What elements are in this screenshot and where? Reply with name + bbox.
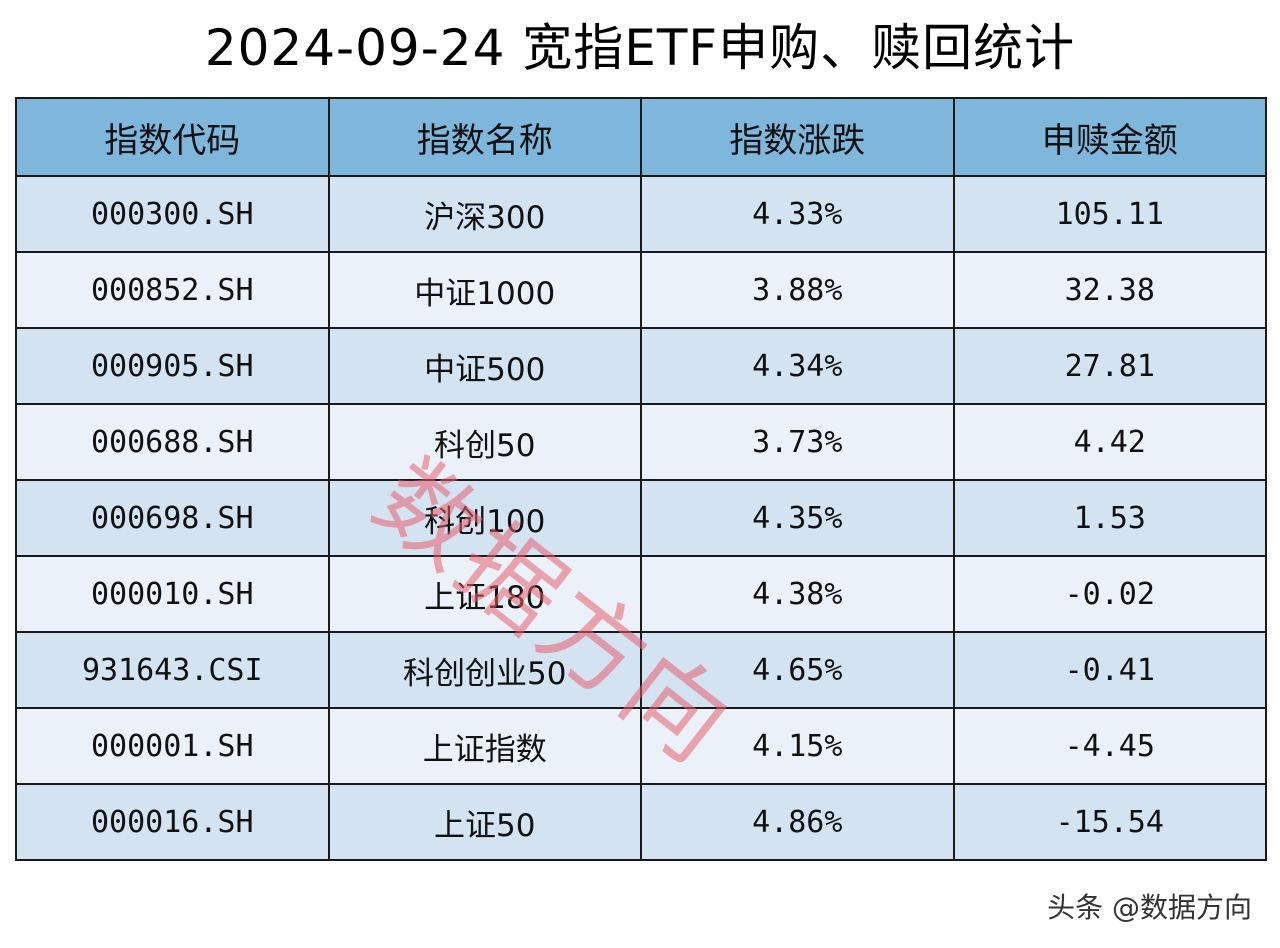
flow-amount-cell: 27.81 xyxy=(952,327,1267,405)
index-name-cell: 科创100 xyxy=(327,479,642,557)
table-row: 000852.SH 中证1000 3.88% 32.38 xyxy=(15,251,1267,329)
index-code-cell: 000001.SH xyxy=(15,707,330,785)
column-header-index-name: 指数名称 xyxy=(327,97,642,177)
table-header-row: 指数代码 指数名称 指数涨跌 申赎金额 xyxy=(15,97,1267,177)
index-name-cell: 中证500 xyxy=(327,327,642,405)
flow-amount-cell: -15.54 xyxy=(952,783,1267,861)
page-title: 2024-09-24 宽指ETF申购、赎回统计 xyxy=(204,19,1076,77)
table-row: 000905.SH 中证500 4.34% 27.81 xyxy=(15,327,1267,405)
table-row: 000698.SH 科创100 4.35% 1.53 xyxy=(15,479,1267,557)
index-name-cell: 科创创业50 xyxy=(327,631,642,709)
index-name-cell: 上证指数 xyxy=(327,707,642,785)
flow-amount-cell: -0.41 xyxy=(952,631,1267,709)
index-change-cell: 4.86% xyxy=(640,783,955,861)
flow-amount-cell: 1.53 xyxy=(952,479,1267,557)
column-header-index-code: 指数代码 xyxy=(15,97,330,177)
index-change-cell: 4.38% xyxy=(640,555,955,633)
index-change-cell: 4.35% xyxy=(640,479,955,557)
index-change-cell: 3.73% xyxy=(640,403,955,481)
source-credit: 头条 @数据方向 xyxy=(1047,891,1252,924)
flow-amount-cell: 32.38 xyxy=(952,251,1267,329)
index-name-cell: 沪深300 xyxy=(327,175,642,253)
index-code-cell: 000010.SH xyxy=(15,555,330,633)
index-code-cell: 000852.SH xyxy=(15,251,330,329)
index-name-cell: 科创50 xyxy=(327,403,642,481)
flow-amount-cell: 4.42 xyxy=(952,403,1267,481)
index-change-cell: 4.34% xyxy=(640,327,955,405)
table-row: 000001.SH 上证指数 4.15% -4.45 xyxy=(15,707,1267,785)
index-change-cell: 3.88% xyxy=(640,251,955,329)
table-row: 000300.SH 沪深300 4.33% 105.11 xyxy=(15,175,1267,253)
flow-amount-cell: 105.11 xyxy=(952,175,1267,253)
index-code-cell: 000300.SH xyxy=(15,175,330,253)
index-code-cell: 000016.SH xyxy=(15,783,330,861)
index-name-cell: 上证50 xyxy=(327,783,642,861)
index-name-cell: 上证180 xyxy=(327,555,642,633)
index-code-cell: 000698.SH xyxy=(15,479,330,557)
column-header-index-change: 指数涨跌 xyxy=(640,97,955,177)
index-change-cell: 4.65% xyxy=(640,631,955,709)
index-change-cell: 4.15% xyxy=(640,707,955,785)
table-row: 000688.SH 科创50 3.73% 4.42 xyxy=(15,403,1267,481)
etf-stats-table: 指数代码 指数名称 指数涨跌 申赎金额 000300.SH 沪深300 4.33… xyxy=(15,97,1267,861)
column-header-flow-amount: 申赎金额 xyxy=(952,97,1267,177)
table-row: 000016.SH 上证50 4.86% -15.54 xyxy=(15,783,1267,861)
index-change-cell: 4.33% xyxy=(640,175,955,253)
index-code-cell: 931643.CSI xyxy=(15,631,330,709)
table-row: 931643.CSI 科创创业50 4.65% -0.41 xyxy=(15,631,1267,709)
flow-amount-cell: -4.45 xyxy=(952,707,1267,785)
flow-amount-cell: -0.02 xyxy=(952,555,1267,633)
index-code-cell: 000905.SH xyxy=(15,327,330,405)
index-code-cell: 000688.SH xyxy=(15,403,330,481)
table-row: 000010.SH 上证180 4.38% -0.02 xyxy=(15,555,1267,633)
index-name-cell: 中证1000 xyxy=(327,251,642,329)
